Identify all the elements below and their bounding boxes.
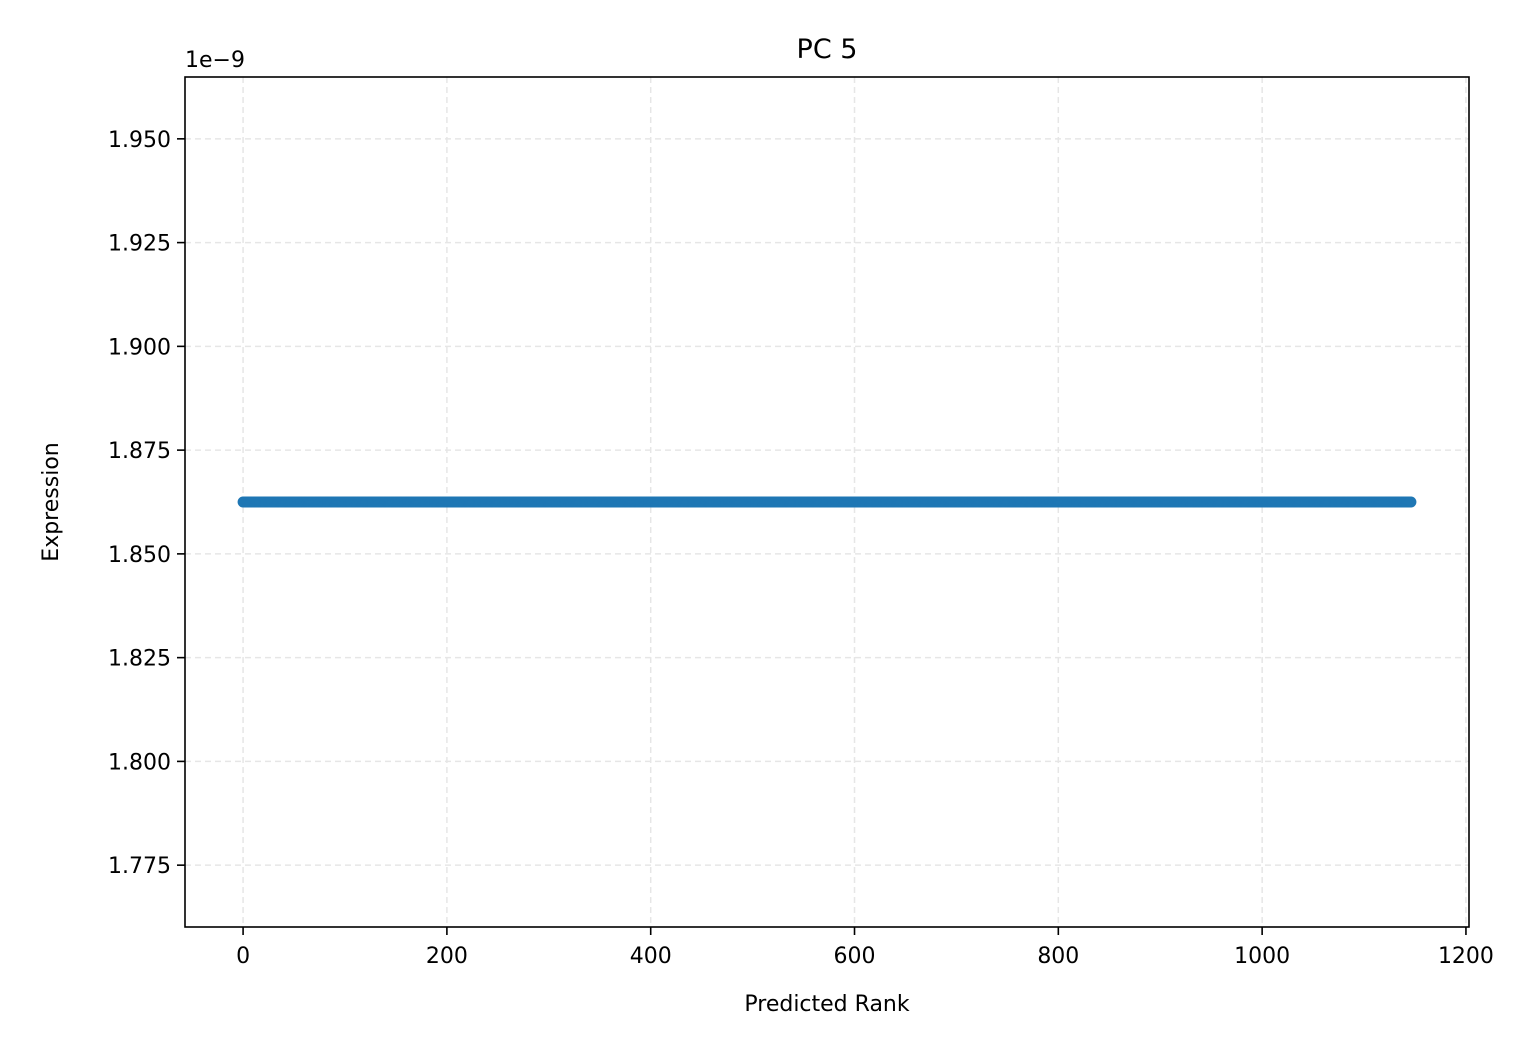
x-tick-label: 1200	[1438, 944, 1494, 969]
y-tick-label: 1.775	[108, 854, 171, 879]
y-axis-offset-label: 1e−9	[185, 48, 245, 73]
x-tick-label: 0	[236, 944, 250, 969]
y-tick-label: 1.950	[108, 128, 171, 153]
x-tick-label: 1000	[1234, 944, 1290, 969]
chart-title: PC 5	[797, 34, 858, 65]
x-tick-label: 600	[834, 944, 876, 969]
x-axis: 0 200 400 600 800 1000 1200	[236, 927, 1494, 969]
x-tick-label: 200	[426, 944, 468, 969]
data-point	[1405, 496, 1417, 508]
x-tick-label: 800	[1037, 944, 1079, 969]
y-axis-label: Expression	[39, 442, 64, 561]
y-axis: 1.775 1.800 1.825 1.850 1.875 1.900 1.925 1.950	[108, 128, 185, 879]
plot-frame	[184, 76, 1470, 928]
data-series	[237, 496, 1417, 508]
y-tick-label: 1.925	[108, 232, 171, 257]
y-tick-label: 1.800	[108, 750, 171, 775]
x-tick-label: 400	[630, 944, 672, 969]
grid	[185, 77, 1469, 927]
y-tick-label: 1.900	[108, 335, 171, 360]
y-tick-label: 1.875	[108, 439, 171, 464]
y-tick-label: 1.825	[108, 647, 171, 672]
x-axis-label: Predicted Rank	[744, 992, 909, 1017]
y-tick-label: 1.850	[108, 543, 171, 568]
